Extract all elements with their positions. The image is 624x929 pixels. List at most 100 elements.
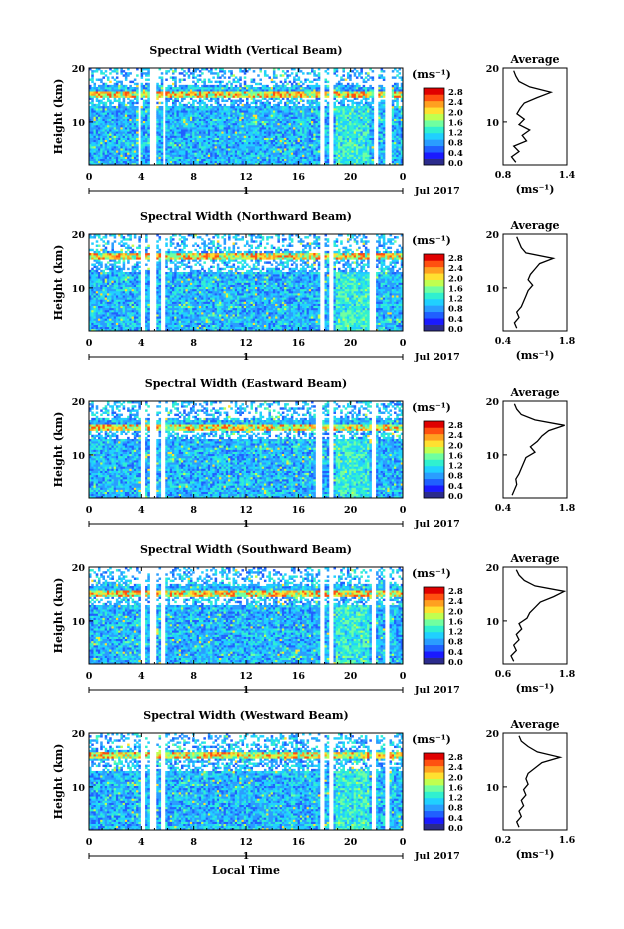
- heatmap-cell: [277, 104, 280, 106]
- heatmap-cell: [264, 70, 267, 72]
- heatmap-cell: [192, 106, 195, 108]
- heatmap-cell: [284, 129, 287, 131]
- heatmap-cell: [313, 152, 316, 154]
- heatmap-cell: [156, 119, 159, 121]
- heatmap-cell: [248, 131, 251, 133]
- heatmap-cell: [105, 104, 108, 106]
- heatmap-cell: [394, 114, 397, 116]
- heatmap-cell: [264, 159, 267, 161]
- heatmap-cell: [286, 102, 289, 104]
- heatmap-cell: [239, 121, 242, 123]
- heatmap-cell: [356, 85, 359, 87]
- heatmap-cell: [176, 95, 179, 97]
- heatmap-cell: [259, 104, 262, 106]
- heatmap-cell: [192, 87, 195, 89]
- heatmap-cell: [136, 159, 139, 161]
- heatmap-cell: [217, 110, 220, 112]
- heatmap-cell: [244, 154, 247, 156]
- heatmap-cell: [394, 146, 397, 148]
- heatmap-cell: [111, 144, 114, 146]
- heatmap-cell: [246, 131, 249, 133]
- heatmap-cell: [179, 144, 182, 146]
- heatmap-cell: [141, 140, 144, 142]
- heatmap-cell: [311, 114, 314, 116]
- heatmap-cell: [123, 87, 126, 89]
- heatmap-cell: [199, 70, 202, 72]
- heatmap-cell: [208, 129, 211, 131]
- heatmap-cell: [136, 93, 139, 95]
- heatmap-cell: [345, 106, 348, 108]
- heatmap-cell: [176, 148, 179, 150]
- heatmap-cell: [105, 85, 108, 87]
- heatmap-cell: [145, 144, 148, 146]
- heatmap-cell: [291, 152, 294, 154]
- heatmap-cell: [141, 159, 144, 161]
- heatmap-cell: [309, 100, 312, 102]
- heatmap-cell: [228, 93, 231, 95]
- heatmap-cell: [372, 157, 375, 159]
- heatmap-cell: [91, 114, 94, 116]
- heatmap-cell: [100, 129, 103, 131]
- heatmap-cell: [168, 154, 171, 156]
- heatmap-cell: [190, 142, 193, 144]
- heatmap-cell: [201, 144, 204, 146]
- heatmap-cell: [369, 161, 372, 163]
- heatmap-cell: [226, 123, 229, 125]
- heatmap-cell: [259, 93, 262, 95]
- heatmap-cell: [333, 87, 336, 89]
- heatmap-cell: [105, 157, 108, 159]
- heatmap-cell: [181, 119, 184, 121]
- heatmap-cell: [259, 70, 262, 72]
- heatmap-cell: [327, 95, 330, 97]
- heatmap-cell: [242, 142, 245, 144]
- heatmap-cell: [378, 131, 381, 133]
- heatmap-cell: [118, 148, 121, 150]
- heatmap-cell: [170, 85, 173, 87]
- heatmap-cell: [338, 112, 341, 114]
- heatmap-cell: [224, 150, 227, 152]
- heatmap-cell: [199, 117, 202, 119]
- heatmap-cell: [253, 98, 256, 100]
- heatmap-cell: [307, 154, 310, 156]
- heatmap-cell: [118, 98, 121, 100]
- heatmap-cell: [212, 144, 215, 146]
- heatmap-cell: [172, 127, 175, 129]
- heatmap-cell: [143, 135, 146, 137]
- heatmap-cell: [333, 161, 336, 163]
- heatmap-cell: [273, 106, 276, 108]
- heatmap-cell: [345, 79, 348, 81]
- heatmap-cell: [286, 83, 289, 85]
- heatmap-cell: [239, 85, 242, 87]
- heatmap-cell: [102, 133, 105, 135]
- heatmap-cell: [394, 140, 397, 142]
- heatmap-cell: [356, 133, 359, 135]
- heatmap-cell: [248, 104, 251, 106]
- heatmap-cell: [105, 142, 108, 144]
- heatmap-cell: [289, 87, 292, 89]
- heatmap-cell: [271, 123, 274, 125]
- heatmap-cell: [116, 159, 119, 161]
- heatmap-cell: [363, 123, 366, 125]
- heatmap-cell: [363, 157, 366, 159]
- heatmap-cell: [264, 135, 267, 137]
- heatmap-cell: [118, 117, 121, 119]
- heatmap-cell: [100, 108, 103, 110]
- heatmap-cell: [304, 146, 307, 148]
- heatmap-cell: [215, 161, 218, 163]
- heatmap-cell: [96, 138, 99, 140]
- heatmap-cell: [116, 123, 119, 125]
- heatmap-cell: [363, 131, 366, 133]
- heatmap-cell: [176, 119, 179, 121]
- heatmap-cell: [228, 70, 231, 72]
- heatmap-cell: [93, 87, 96, 89]
- heatmap-cell: [378, 89, 381, 91]
- heatmap-cell: [210, 87, 213, 89]
- heatmap-cell: [127, 72, 130, 74]
- heatmap-cell: [365, 140, 368, 142]
- heatmap-cell: [396, 93, 399, 95]
- heatmap-cell: [253, 161, 256, 163]
- heatmap-cell: [233, 129, 236, 131]
- heatmap-cell: [215, 110, 218, 112]
- heatmap-cell: [300, 114, 303, 116]
- heatmap-cell: [102, 121, 105, 123]
